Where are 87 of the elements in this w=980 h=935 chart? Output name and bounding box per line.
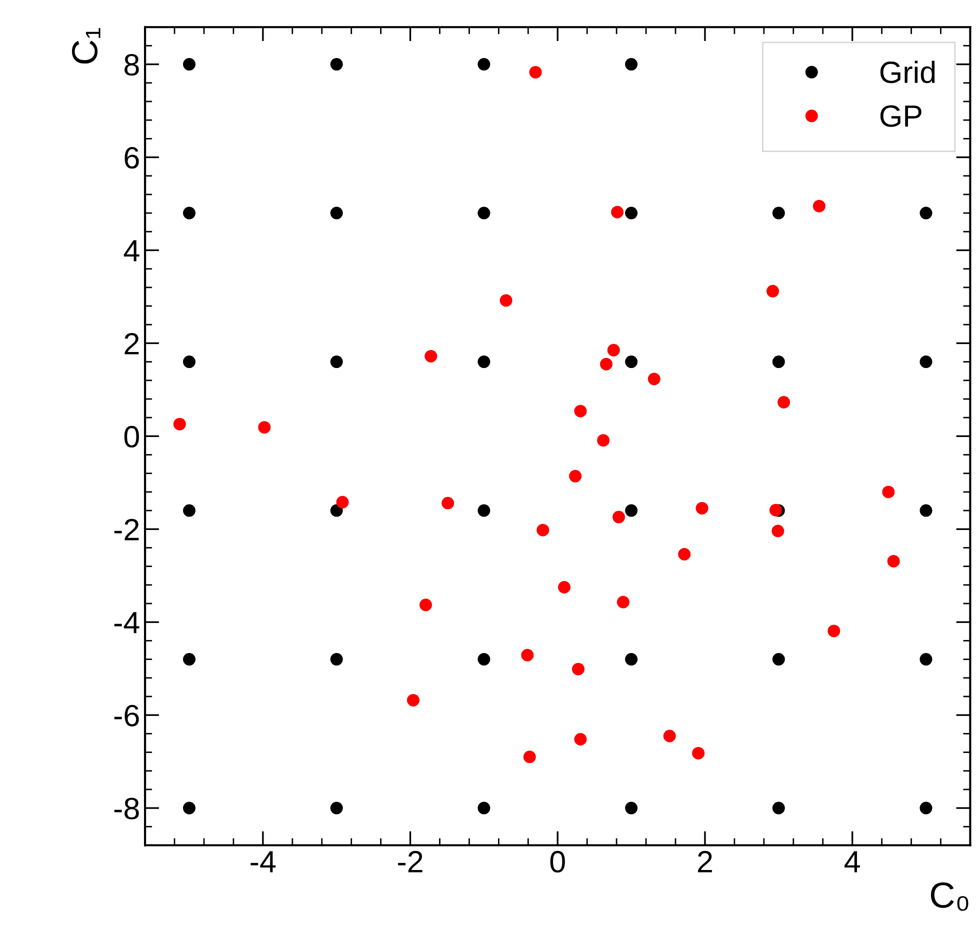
point	[442, 496, 454, 510]
point	[812, 200, 826, 212]
point	[182, 504, 196, 517]
point	[920, 504, 932, 517]
point	[625, 206, 638, 220]
y-tick-label: 2	[124, 332, 139, 354]
point	[772, 356, 785, 368]
x-tick-label: 4	[844, 851, 860, 872]
point	[920, 653, 932, 666]
point	[424, 350, 438, 362]
point	[772, 802, 785, 814]
point	[182, 802, 196, 814]
point	[558, 581, 570, 594]
point	[625, 356, 638, 368]
point	[678, 548, 691, 560]
y-tick-label: 8	[124, 54, 139, 76]
point	[696, 502, 708, 514]
point	[182, 58, 196, 71]
point	[625, 504, 638, 517]
point	[182, 356, 196, 368]
y-tick-label: 0	[124, 426, 139, 448]
y-tick-label: 4	[124, 240, 140, 262]
x-tick-label: -4	[250, 851, 276, 872]
point	[692, 746, 705, 760]
point	[500, 294, 512, 307]
point	[478, 58, 490, 71]
point	[330, 802, 343, 814]
point	[574, 733, 587, 746]
point	[607, 344, 620, 356]
y-tick-label: -8	[114, 798, 139, 820]
point	[920, 356, 932, 368]
point	[330, 653, 343, 666]
point	[182, 653, 196, 666]
point	[478, 653, 490, 666]
x-tick-label: -2	[398, 850, 422, 872]
point	[536, 524, 550, 536]
point	[882, 486, 895, 498]
point	[523, 750, 536, 764]
y-tick-label: 6	[124, 147, 139, 169]
point	[336, 496, 349, 508]
point	[612, 510, 626, 524]
point	[663, 730, 676, 742]
point	[330, 504, 343, 517]
point	[648, 372, 660, 386]
point	[772, 653, 785, 666]
point	[258, 421, 271, 434]
point	[419, 598, 432, 612]
point	[173, 418, 186, 430]
point	[772, 206, 785, 220]
point	[616, 596, 630, 608]
point	[572, 662, 584, 676]
x-tick-label: 0	[550, 850, 565, 873]
point	[772, 524, 784, 538]
point	[625, 653, 638, 666]
point	[920, 206, 932, 220]
point	[478, 206, 490, 220]
point	[330, 206, 343, 220]
point	[625, 58, 638, 71]
point	[625, 802, 638, 814]
point	[766, 284, 779, 298]
y-tick-label: -4	[114, 612, 140, 634]
point	[574, 404, 587, 418]
y-tick-label: -2	[114, 518, 139, 540]
point	[887, 554, 900, 568]
point	[569, 470, 582, 482]
point	[611, 206, 624, 218]
point	[478, 504, 490, 517]
y-axis-title: C₁	[72, 28, 100, 64]
point	[769, 504, 782, 516]
point	[182, 206, 196, 220]
point	[597, 434, 610, 447]
x-axis-title: C₀	[930, 882, 968, 911]
legend-label: GP	[880, 105, 922, 127]
point	[521, 648, 534, 662]
point	[330, 356, 343, 368]
legend-label: Grid	[880, 60, 935, 84]
point	[478, 356, 490, 368]
point	[828, 624, 840, 638]
point	[406, 694, 420, 706]
x-tick-label: 2	[698, 850, 712, 872]
point	[529, 66, 542, 78]
point	[478, 802, 490, 814]
point	[920, 802, 932, 814]
y-tick-label: -6	[114, 704, 139, 726]
point	[600, 358, 612, 370]
point	[778, 396, 790, 408]
point	[330, 58, 343, 71]
